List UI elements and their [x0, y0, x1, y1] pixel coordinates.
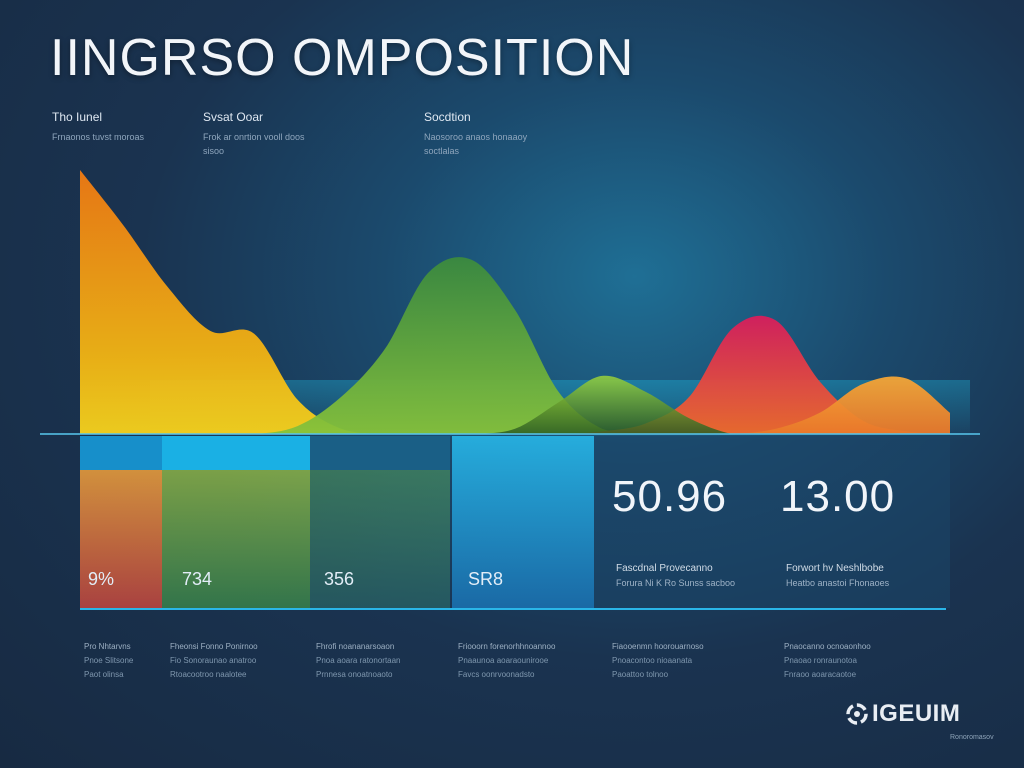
- footer-line: Fiaooenmn hoorouarnoso: [612, 642, 704, 651]
- stat-caption-heading: Forwort hv Neshlbobe: [786, 563, 884, 574]
- stats-panel: [594, 436, 950, 608]
- footer-column-4: Friooorn forenorhhnoannoo Pnaaunoa aoara…: [458, 640, 555, 682]
- brand-logo: IGEUIM: [846, 700, 960, 728]
- stat-caption-2: Forwort hv Neshlbobe Heatbo anastoi Fhon…: [786, 562, 889, 590]
- footer-line: Friooorn forenorhhnoannoo: [458, 642, 556, 651]
- column-label-4: SR8: [468, 569, 503, 589]
- stat-value-1: 50.96: [612, 472, 728, 521]
- chart-title: IINGRSO OMPOSITION: [50, 29, 635, 87]
- area-series-2: [80, 257, 950, 434]
- header-subtext: Frnaonos tuvst moroas: [52, 132, 145, 142]
- footer-column-2: Fheonsi Fonno Ponirnoo Fio Sonoraunao an…: [170, 640, 258, 682]
- stat-caption-sub: Forura Ni K Ro Sunss sacboo: [616, 578, 736, 588]
- column-bar-2: [162, 470, 310, 608]
- logo-subtext: Ronoromasov: [950, 734, 994, 741]
- stat-caption-heading: Fascdnal Provecanno: [616, 563, 713, 574]
- footer-line: Pnoacontoo nioaanata: [612, 656, 693, 665]
- header-block-2: Svsat Ooar Frok ar onrtion vooll doos si…: [203, 110, 305, 158]
- column-bar-1: [80, 470, 162, 608]
- band-segment: [162, 436, 310, 470]
- stat-caption-1: Fascdnal Provecanno Forura Ni K Ro Sunss…: [616, 562, 735, 590]
- header-subtext: Naosoroo anaos honaaoy: [424, 132, 528, 142]
- area-series-4: [80, 315, 950, 434]
- header-block-1: Tho Iunel Frnaonos tuvst moroas: [52, 110, 144, 144]
- logo-text: IGEUIM: [872, 700, 961, 727]
- header-heading: Tho Iunel: [52, 110, 103, 124]
- footer-line: Pro Nhtarvns: [84, 642, 131, 651]
- footer-line: Pnoe Slitsone: [84, 656, 134, 665]
- column-label-2: 734: [182, 569, 212, 589]
- footer-line: Favcs oonrvoonadsto: [458, 670, 535, 679]
- area-series-group: [80, 170, 950, 434]
- footer-line: Fnraoo aoaracaotoe: [784, 670, 857, 679]
- area-series-1: [80, 170, 950, 434]
- footer-line: Pnaocanno ocnoaonhoo: [784, 642, 871, 651]
- header-heading: Socdtion: [424, 110, 471, 124]
- footer-line: Fio Sonoraunao anatroo: [170, 656, 257, 665]
- stat-caption-sub: Heatbo anastoi Fhonaoes: [786, 578, 890, 588]
- footer-column-3: Fhrofi noananarsoaon Pnoa aoara ratonort…: [316, 640, 401, 682]
- header-heading: Svsat Ooar: [203, 110, 264, 124]
- footer-line: Paot olinsa: [84, 670, 124, 679]
- column-bar-4: [452, 436, 594, 608]
- logo-mark-icon: [846, 703, 868, 725]
- footer-column-6: Pnaocanno ocnoaonhoo Pnaoao ronraunotoa …: [784, 640, 871, 682]
- footer-line: Prnnesa onoatnoaoto: [316, 670, 393, 679]
- footer-line: Pnaoao ronraunotoa: [784, 656, 857, 665]
- footer-column-5: Fiaooenmn hoorouarnoso Pnoacontoo nioaan…: [612, 640, 704, 682]
- header-subtext: soctlalas: [424, 146, 460, 156]
- footer-column-1: Pro Nhtarvns Pnoe Slitsone Paot olinsa: [84, 640, 133, 682]
- column-label-3: 356: [324, 569, 354, 589]
- area-series-5: [80, 376, 950, 434]
- column-label-1: 9%: [88, 569, 114, 589]
- stat-value-2: 13.00: [780, 472, 896, 521]
- header-subtext: sisoo: [203, 146, 225, 156]
- header-subtext: Frok ar onrtion vooll doos: [203, 132, 305, 142]
- footer-line: Paoattoo tolnoo: [612, 670, 669, 679]
- header-block-3: Socdtion Naosoroo anaos honaaoy soctlala…: [424, 110, 527, 158]
- footer-line: Pnoa aoara ratonortaan: [316, 656, 401, 665]
- footer-line: Pnaaunoa aoaraounirooe: [458, 656, 549, 665]
- footer-line: Rtoacootroo naalotee: [170, 670, 247, 679]
- band-segment: [310, 436, 450, 470]
- footer-line: Fheonsi Fonno Ponirnoo: [170, 642, 258, 651]
- column-bar-3: [310, 470, 450, 608]
- band-segment: [80, 436, 162, 470]
- footer-line: Fhrofi noananarsoaon: [316, 642, 395, 651]
